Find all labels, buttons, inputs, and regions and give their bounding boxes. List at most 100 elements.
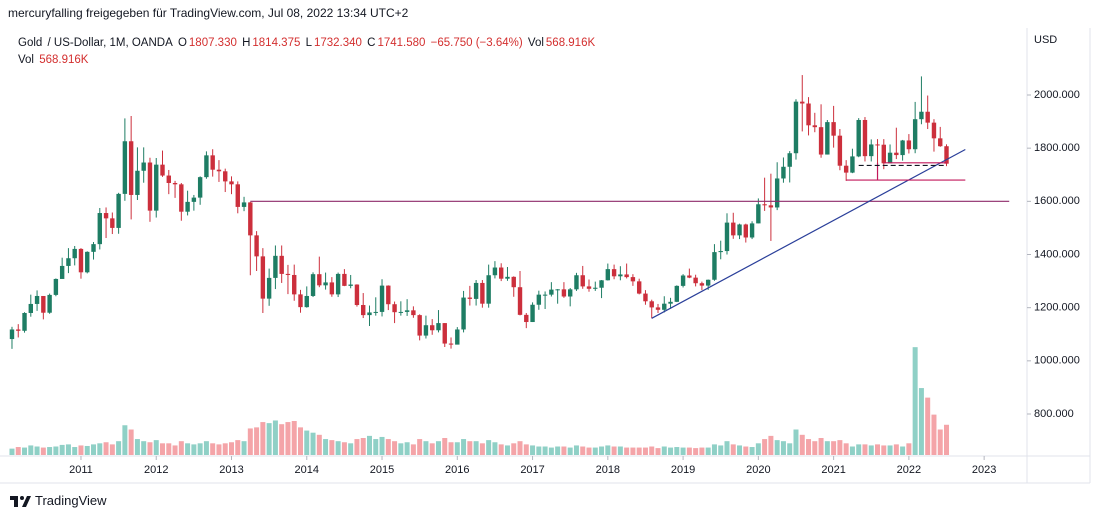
- candle-body: [9, 329, 15, 340]
- candle-body: [128, 141, 134, 195]
- candle-body: [825, 122, 830, 155]
- candle-body: [712, 252, 717, 280]
- c-label: C: [367, 37, 376, 49]
- o-label: O: [177, 37, 187, 49]
- candle-body: [649, 301, 654, 308]
- volume-bar: [649, 446, 655, 455]
- candle-body: [561, 289, 567, 297]
- l-value: 1732.340: [313, 37, 362, 49]
- candle-body: [831, 122, 836, 136]
- volume-bar: [103, 442, 109, 455]
- candle-body: [705, 279, 711, 286]
- candle-body: [248, 202, 253, 236]
- volume-bar: [523, 444, 529, 455]
- volume-bar: [423, 441, 429, 455]
- x-tick-label: 2019: [671, 464, 695, 476]
- volume-bar: [724, 441, 730, 455]
- candle-body: [593, 287, 598, 289]
- candle-body: [674, 285, 680, 302]
- volume-bar: [868, 445, 874, 455]
- volume-bar: [53, 446, 59, 455]
- candle-body: [749, 223, 755, 238]
- volume-bar: [680, 447, 686, 455]
- candle-body: [34, 295, 40, 304]
- volume-bar: [128, 429, 134, 455]
- candle-body: [530, 304, 535, 323]
- candle-body: [398, 311, 404, 313]
- candle-body: [731, 222, 736, 236]
- volume-bar: [473, 441, 479, 455]
- candle-body: [191, 197, 197, 202]
- volume-bar: [944, 424, 950, 455]
- volume-bar: [517, 441, 523, 455]
- volume-bar: [856, 444, 862, 455]
- volume-bar: [617, 446, 623, 455]
- candle-body: [304, 295, 309, 308]
- candle-body: [869, 144, 874, 157]
- candle-body: [800, 101, 805, 104]
- symbol[interactable]: Gold: [18, 37, 43, 49]
- o-value: 1807.330: [188, 37, 237, 49]
- volume-bar: [900, 446, 906, 455]
- candle-body: [361, 305, 366, 316]
- candle-body: [417, 315, 422, 336]
- volume-bar: [254, 427, 260, 455]
- volume-bar: [661, 446, 667, 455]
- candle-body: [430, 325, 435, 331]
- volume-bar: [178, 441, 184, 455]
- candle-body: [524, 314, 529, 323]
- l-label: L: [305, 37, 312, 49]
- volume-bar: [122, 425, 128, 455]
- volume-bar: [410, 444, 416, 455]
- candle-body: [141, 162, 146, 171]
- candle-body: [266, 277, 272, 299]
- volume-bar: [862, 444, 868, 455]
- candle-body: [467, 297, 473, 299]
- volume-bar: [906, 443, 912, 455]
- volume-bar: [229, 442, 235, 455]
- y-tick-label: 1200.000: [1034, 302, 1080, 314]
- candle-body: [542, 294, 548, 296]
- volume-bar: [153, 440, 159, 455]
- volume-bar: [580, 446, 586, 455]
- volume-bar: [147, 442, 153, 455]
- vol-row-label: Vol: [18, 54, 34, 66]
- candle-body: [279, 255, 284, 274]
- candle-body: [699, 283, 705, 286]
- volume-bar: [699, 447, 705, 455]
- volume-bar: [875, 444, 881, 455]
- candle-body: [517, 287, 523, 315]
- candle-body: [580, 275, 585, 287]
- volume-bar: [461, 439, 467, 455]
- candle-body: [743, 224, 749, 238]
- volume-bar: [297, 427, 303, 455]
- volume-bar: [931, 414, 937, 455]
- volume-bar: [341, 442, 347, 455]
- candle-body: [774, 178, 780, 208]
- candle-body: [624, 274, 629, 278]
- candle-body: [643, 293, 648, 302]
- candle-body: [724, 222, 730, 252]
- volume-bar: [799, 434, 805, 455]
- x-tick-label: 2016: [445, 464, 469, 476]
- volume-bar: [329, 440, 335, 455]
- candle-body: [737, 224, 742, 236]
- volume-bar: [642, 447, 648, 455]
- volume-bar: [887, 445, 893, 455]
- candle-body: [492, 267, 498, 276]
- candle-body: [555, 289, 560, 291]
- volume-bar: [774, 440, 780, 455]
- volume-bar: [78, 445, 84, 455]
- candle-body: [379, 285, 385, 312]
- volume-bar: [216, 444, 222, 455]
- candle-body: [938, 138, 943, 147]
- volume-bar: [762, 439, 768, 455]
- vol-value: 568.916K: [545, 37, 596, 49]
- candle-body: [223, 171, 228, 182]
- volume-bar: [912, 347, 918, 455]
- x-tick-label: 2022: [897, 464, 921, 476]
- brand: TradingView: [35, 493, 107, 508]
- volume-bar: [787, 443, 793, 455]
